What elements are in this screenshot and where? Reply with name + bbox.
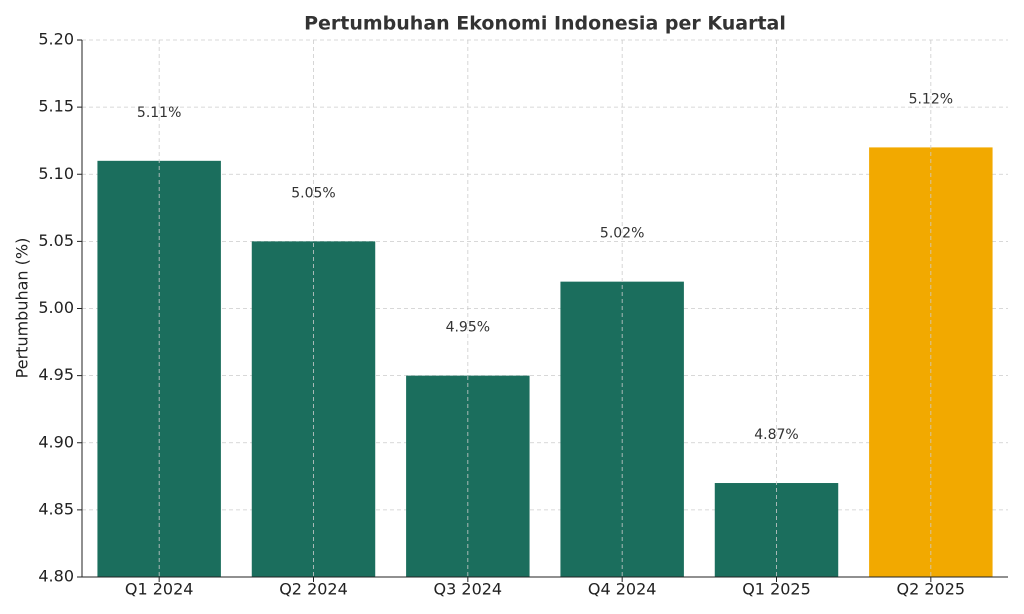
value-label: 5.12%	[909, 91, 953, 107]
x-tick-label: Q2 2025	[897, 580, 966, 599]
x-tick-label: Q4 2024	[588, 580, 657, 599]
y-tick-label: 4.85	[38, 499, 74, 518]
x-tick-label: Q1 2024	[125, 580, 194, 599]
chart-title: Pertumbuhan Ekonomi Indonesia per Kuarta…	[304, 13, 786, 35]
value-label: 4.87%	[754, 427, 798, 443]
value-label: 5.02%	[600, 226, 644, 242]
y-tick-label: 5.05	[38, 231, 74, 250]
x-tick-label: Q1 2025	[742, 580, 811, 599]
y-tick-label: 4.90	[38, 432, 74, 451]
y-tick-label: 5.20	[38, 30, 74, 49]
x-tick-label: Q2 2024	[279, 580, 348, 599]
y-tick-label: 5.15	[38, 97, 74, 116]
x-tick-label: Q3 2024	[434, 580, 503, 599]
bar	[251, 241, 376, 577]
value-label: 4.95%	[446, 320, 490, 336]
value-label: 5.05%	[291, 185, 335, 201]
y-tick-label: 4.80	[38, 567, 74, 586]
value-label: 5.11%	[137, 105, 181, 121]
y-tick-label: 5.00	[38, 298, 74, 317]
y-axis-label: Pertumbuhan (%)	[13, 238, 32, 379]
y-tick-label: 5.10	[38, 164, 74, 183]
y-tick-label: 4.95	[38, 365, 74, 384]
